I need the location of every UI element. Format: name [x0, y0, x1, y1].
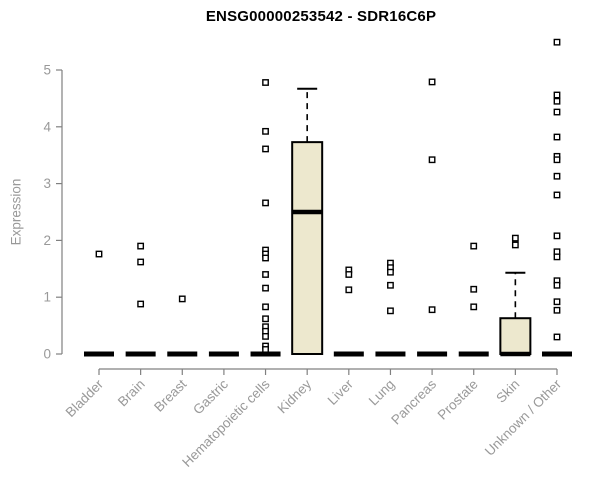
outlier-point-prostate [470, 285, 478, 293]
box-collapsed-lung [375, 351, 406, 357]
outlier-point-brain [137, 258, 145, 266]
outlier-point-hematopoietic-cells [262, 254, 269, 262]
outlier-point-pancreas [428, 306, 436, 314]
box-collapsed-unknown-other [541, 351, 572, 357]
box-collapsed-liver [333, 351, 364, 357]
box-kidney [291, 141, 324, 355]
outlier-point-brain [137, 300, 145, 308]
outlier-point-hematopoietic-cells [262, 346, 269, 353]
y-tick-label: 4 [43, 119, 51, 134]
x-category-label-gastric: Gastric [190, 376, 231, 417]
outlier-point-lung [387, 281, 394, 289]
box-collapsed-gastric [208, 351, 239, 357]
x-category-label-liver: Liver [325, 376, 357, 408]
chart-title: ENSG00000253542 - SDR16C6P [205, 8, 437, 25]
y-tick-label: 5 [43, 63, 51, 78]
x-category-label-prostate: Prostate [435, 377, 481, 423]
outlier-point-hematopoietic-cells [262, 303, 269, 311]
y-tick-label: 3 [43, 176, 51, 191]
outlier-point-unknown-other [553, 133, 561, 141]
outlier-point-hematopoietic-cells [262, 127, 269, 135]
x-category-label-skin: Skin [493, 377, 522, 406]
outlier-point-unknown-other [553, 108, 561, 116]
outlier-point-hematopoietic-cells [262, 79, 269, 86]
outlier-point-pancreas [428, 156, 436, 164]
outlier-point-liver [345, 271, 353, 278]
y-tick-label: 2 [43, 233, 51, 248]
x-category-label-breast: Breast [151, 376, 189, 414]
box-collapsed-bladder [84, 351, 114, 357]
outlier-point-unknown-other [553, 333, 561, 341]
box-collapsed-hematopoietic-cells [250, 351, 281, 357]
x-category-label-bladder: Bladder [63, 376, 107, 420]
outlier-point-hematopoietic-cells [262, 145, 269, 153]
outlier-point-liver [345, 286, 353, 294]
x-category-label-pancreas: Pancreas [388, 376, 439, 427]
box-collapsed-prostate [458, 351, 489, 357]
outlier-point-brain [137, 242, 145, 250]
box-skin [499, 317, 532, 356]
box-collapsed-breast [167, 351, 198, 357]
outlier-point-lung [387, 307, 394, 315]
outlier-point-unknown-other [553, 191, 561, 199]
outlier-point-skin [511, 234, 519, 242]
outlier-point-hematopoietic-cells [262, 315, 269, 323]
box-collapsed-brain [125, 351, 156, 357]
outlier-point-lung [387, 268, 394, 276]
outlier-point-unknown-other [553, 156, 561, 164]
x-category-label-unknown-other: Unknown / Other [482, 376, 565, 459]
outlier-point-unknown-other [553, 281, 561, 289]
outlier-point-unknown-other [553, 38, 561, 46]
outlier-point-skin [511, 241, 519, 249]
outlier-point-unknown-other [553, 253, 561, 261]
outlier-point-unknown-other [553, 172, 561, 180]
outlier-point-unknown-other [553, 97, 561, 105]
x-category-label-lung: Lung [366, 377, 398, 409]
x-category-label-kidney: Kidney [275, 376, 315, 416]
outlier-point-pancreas [428, 78, 436, 86]
outlier-point-prostate [470, 242, 478, 250]
outlier-point-hematopoietic-cells [262, 332, 269, 340]
outlier-point-hematopoietic-cells [262, 271, 269, 278]
x-category-label-brain: Brain [115, 377, 148, 410]
outlier-point-unknown-other [553, 306, 561, 314]
outlier-point-breast [178, 295, 186, 303]
outlier-point-unknown-other [553, 298, 561, 306]
outlier-point-unknown-other [553, 232, 561, 240]
y-axis-title: Expression [8, 178, 24, 246]
outlier-point-hematopoietic-cells [262, 284, 269, 292]
y-tick-label: 0 [43, 347, 51, 362]
outlier-point-prostate [470, 303, 478, 311]
box-collapsed-pancreas [417, 351, 448, 357]
outlier-point-unknown-other [553, 91, 561, 99]
y-tick-label: 1 [43, 290, 51, 305]
outlier-point-hematopoietic-cells [262, 199, 269, 207]
outlier-point-bladder [95, 250, 103, 258]
